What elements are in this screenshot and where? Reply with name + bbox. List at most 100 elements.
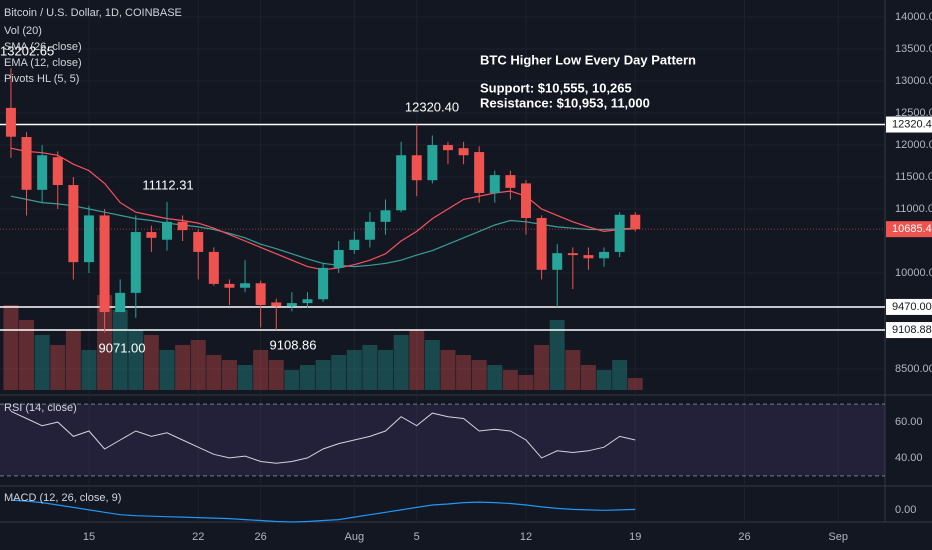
volume-bar [34,335,50,390]
candle-body [5,107,16,137]
volume-bar [331,355,347,390]
candle-body [599,251,610,259]
volume-bar [362,345,378,390]
candle-body [318,267,329,300]
volume-bar [471,360,487,390]
candle-body [536,217,547,270]
y-tick-label: 14000.00 [895,11,932,23]
note-line: Support: $10,555, 10,265 [480,80,632,95]
candle-body [489,175,500,194]
price-badge [886,298,932,315]
volume-bar [268,360,284,390]
volume-bar [487,365,503,390]
x-tick-label: 5 [414,531,420,543]
volume-bar [612,360,628,390]
candle-body [177,221,188,231]
volume-bar [549,320,565,390]
panel-title: RSI (14, close) [4,402,77,414]
pivot-label: 9071.00 [99,340,146,355]
panel-title: MACD (12, 26, close, 9) [4,492,121,504]
volume-bar [346,350,362,390]
candle-body [583,255,594,259]
note-title: BTC Higher Low Every Day Pattern [480,52,696,67]
volume-bar [409,330,425,390]
y-tick-label: 8500.00 [895,363,932,375]
volume-bar [518,375,534,390]
volume-bar [237,365,253,390]
candle-body [115,292,126,313]
volume-bar [565,350,581,390]
pivot-label: 11112.31 [142,177,193,192]
candle-body [208,251,219,284]
pivot-label: 9108.86 [270,337,317,352]
volume-bar [97,295,113,390]
x-tick-label: 15 [83,531,95,543]
level-label: 9470.00 [892,301,932,313]
sma-line [10,195,636,268]
candle-body [349,239,360,250]
volume-bar [534,345,550,390]
volume-bar [299,365,315,390]
candle-body [364,221,375,240]
level-label: 9108.88 [892,324,932,336]
volume-bar [159,350,175,390]
candle-body [474,152,485,194]
volume-bar [50,345,66,390]
candle-body [427,145,438,181]
volume-bar [627,378,643,390]
candle-body [271,302,282,307]
candle-body [83,215,94,263]
volume-bar [128,330,144,390]
indicator-label: EMA (12, close) [4,57,82,69]
candle-body [162,221,173,240]
indicator-label: Vol (20) [4,25,42,37]
volume-bar [253,350,269,390]
y-tick-label: 12500.00 [895,107,932,119]
volume-bar [440,350,456,390]
volume-bar [315,360,331,390]
x-tick-label: 12 [520,531,532,543]
level-label: 12320.40 [892,118,932,130]
indicator-label: Pivots HL (5, 5) [4,73,79,85]
candle-body [193,232,204,252]
volume-bar [393,335,409,390]
candle-body [302,299,313,304]
candle-body [37,155,48,190]
candle-body [240,283,251,288]
x-tick-label: 19 [629,531,641,543]
volume-bar [378,350,394,390]
candle-body [442,145,453,151]
x-tick-label: 26 [255,531,267,543]
pivot-label: 13202.65 [0,43,54,58]
volume-bar [221,360,237,390]
volume-bar [190,340,206,390]
y-tick-label: 11000.00 [895,203,932,215]
y-tick-label: 10000.00 [895,267,932,279]
volume-bar [3,305,19,390]
candle-body [68,185,79,263]
candle-body [552,253,563,270]
price-badge [886,116,932,133]
candle-body [630,214,641,230]
candle-body [146,232,157,238]
x-tick-label: 26 [738,531,750,543]
y-tick-label: 0.00 [895,504,916,516]
candle-body [458,148,469,156]
note-line: Resistance: $10,953, 11,000 [480,95,650,110]
candle-body [255,283,266,306]
volume-bar [143,335,159,390]
candle-body [52,157,63,186]
volume-bar [175,345,191,390]
candle-body [396,155,407,211]
candle-body [333,249,344,268]
volume-bar [580,365,596,390]
candle-body [130,232,141,293]
x-tick-label: Aug [345,531,365,543]
volume-bar [284,370,300,390]
candle-body [380,210,391,222]
candle-body [411,155,422,181]
volume-bar [456,355,472,390]
x-tick-label: Sep [828,531,848,543]
